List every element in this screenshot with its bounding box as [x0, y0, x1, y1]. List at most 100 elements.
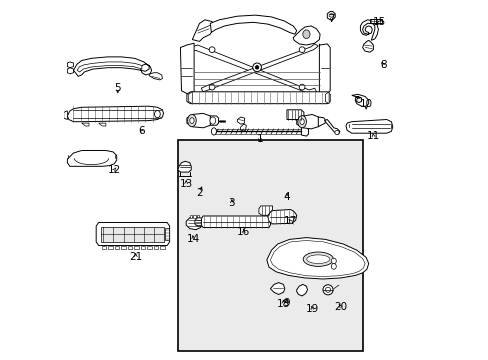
Polygon shape	[77, 62, 142, 72]
Polygon shape	[210, 116, 218, 125]
Bar	[115, 246, 119, 249]
Polygon shape	[67, 150, 117, 166]
Polygon shape	[237, 117, 244, 124]
Ellipse shape	[330, 264, 336, 269]
Polygon shape	[81, 123, 89, 126]
Polygon shape	[351, 94, 368, 106]
Text: 5: 5	[114, 83, 121, 93]
Text: 13: 13	[179, 179, 192, 189]
Bar	[164, 228, 168, 240]
Text: 20: 20	[334, 302, 347, 312]
Bar	[197, 215, 199, 218]
Polygon shape	[201, 216, 270, 228]
Ellipse shape	[211, 128, 216, 135]
Polygon shape	[67, 62, 73, 68]
Text: 19: 19	[305, 304, 318, 314]
Text: 3: 3	[228, 198, 235, 208]
Ellipse shape	[302, 30, 309, 39]
Text: 11: 11	[366, 131, 379, 141]
Polygon shape	[258, 206, 272, 215]
Polygon shape	[360, 20, 378, 40]
Text: 6: 6	[138, 126, 145, 136]
Ellipse shape	[297, 116, 306, 128]
Text: 21: 21	[129, 252, 142, 262]
Text: 2: 2	[196, 188, 203, 198]
Text: 4: 4	[283, 192, 290, 202]
Polygon shape	[270, 283, 284, 294]
Bar	[193, 215, 196, 218]
Ellipse shape	[209, 117, 215, 124]
Polygon shape	[266, 238, 368, 279]
Text: 14: 14	[186, 234, 200, 244]
Ellipse shape	[299, 47, 305, 53]
Ellipse shape	[209, 47, 215, 53]
Bar	[127, 246, 132, 249]
Bar	[134, 246, 139, 249]
Polygon shape	[296, 114, 320, 129]
Polygon shape	[346, 120, 392, 133]
Polygon shape	[362, 40, 373, 52]
Polygon shape	[67, 106, 163, 122]
Text: 9: 9	[283, 298, 290, 308]
Polygon shape	[201, 44, 318, 92]
Polygon shape	[318, 117, 325, 127]
Polygon shape	[325, 92, 328, 104]
Polygon shape	[180, 43, 194, 94]
Text: 15: 15	[372, 17, 386, 27]
Text: 16: 16	[237, 227, 250, 237]
Polygon shape	[210, 15, 296, 34]
Polygon shape	[149, 73, 162, 80]
Polygon shape	[194, 218, 201, 226]
Text: 7: 7	[327, 14, 334, 24]
Ellipse shape	[187, 114, 196, 127]
Polygon shape	[296, 284, 307, 296]
Polygon shape	[191, 45, 316, 94]
Text: 12: 12	[107, 165, 121, 175]
Bar	[178, 140, 363, 351]
Ellipse shape	[252, 63, 261, 72]
Polygon shape	[186, 217, 202, 230]
Polygon shape	[186, 92, 329, 104]
Text: 17: 17	[284, 216, 297, 226]
Polygon shape	[301, 127, 308, 136]
Polygon shape	[73, 57, 151, 76]
Text: 10: 10	[359, 99, 372, 109]
Bar	[160, 246, 164, 249]
Ellipse shape	[303, 252, 333, 266]
Ellipse shape	[209, 84, 215, 90]
Ellipse shape	[334, 130, 339, 135]
Polygon shape	[63, 111, 67, 120]
Polygon shape	[96, 222, 169, 246]
Ellipse shape	[154, 111, 160, 118]
Polygon shape	[67, 68, 73, 74]
Text: 1: 1	[256, 134, 263, 144]
Ellipse shape	[330, 258, 336, 264]
Bar	[121, 246, 125, 249]
Polygon shape	[240, 124, 246, 131]
Ellipse shape	[306, 255, 329, 264]
Bar	[101, 227, 164, 242]
Bar	[108, 246, 113, 249]
Ellipse shape	[189, 118, 194, 123]
Bar	[189, 215, 192, 218]
Polygon shape	[286, 110, 303, 120]
Bar	[102, 246, 106, 249]
Polygon shape	[267, 210, 296, 224]
Ellipse shape	[255, 66, 258, 69]
Polygon shape	[270, 240, 365, 276]
Ellipse shape	[322, 285, 332, 295]
Ellipse shape	[299, 119, 304, 125]
Ellipse shape	[299, 84, 305, 90]
Polygon shape	[319, 44, 329, 94]
Polygon shape	[188, 92, 192, 104]
Ellipse shape	[325, 287, 330, 292]
Polygon shape	[186, 113, 211, 128]
Polygon shape	[192, 20, 213, 41]
Text: 8: 8	[379, 60, 386, 70]
Polygon shape	[99, 123, 106, 126]
Bar	[153, 246, 158, 249]
Polygon shape	[292, 26, 320, 45]
Polygon shape	[324, 120, 339, 134]
Polygon shape	[326, 12, 335, 20]
Bar	[147, 246, 151, 249]
